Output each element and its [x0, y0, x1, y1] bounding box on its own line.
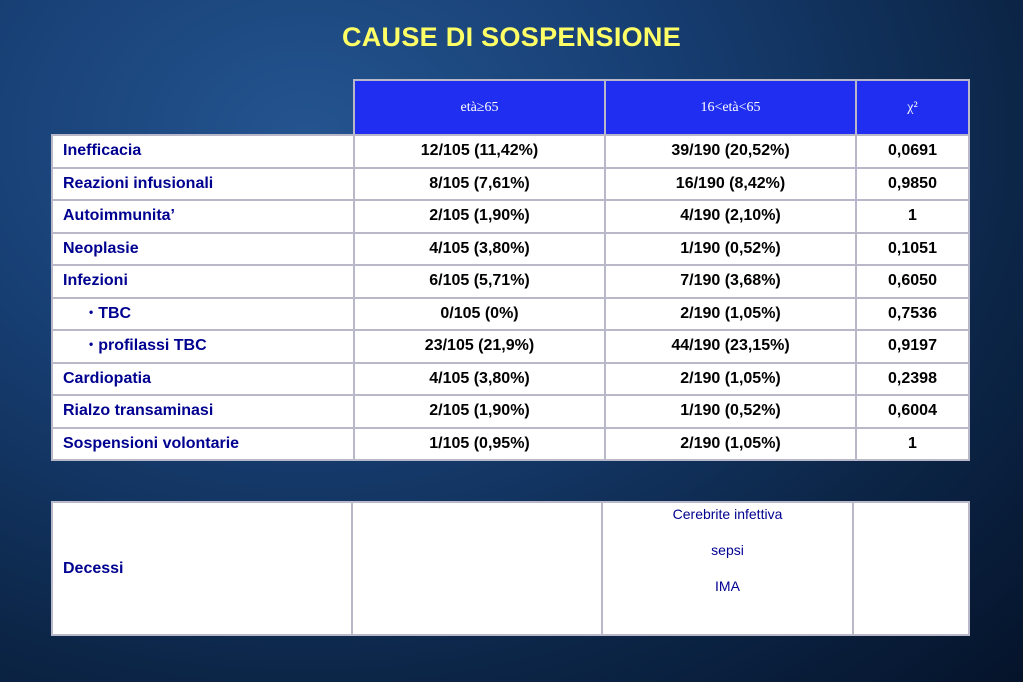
row-label-text: Reazioni infusionali: [63, 174, 214, 192]
row-label-text: Infezioni: [63, 272, 128, 290]
value-age-65-plus: 2/105 (1,90%): [353, 394, 606, 429]
value-age-65-plus: 1/105 (0,95%): [353, 426, 606, 461]
value-chi-square: 0,7536: [855, 296, 970, 331]
bullet-icon: •: [89, 304, 94, 319]
deaths-col-3: [852, 501, 970, 636]
row-label-text: TBC: [98, 304, 132, 322]
bullet-icon: •: [89, 337, 94, 352]
value-age-16-65: 2/190 (1,05%): [604, 426, 857, 461]
value-chi-square: 0,9197: [855, 329, 970, 364]
value-age-65-plus: 23/105 (21,9%): [353, 329, 606, 364]
value-age-16-65: 1/190 (0,52%): [604, 394, 857, 429]
row-label-text: Inefficacia: [63, 142, 142, 160]
row-label-text: Sospensioni volontarie: [63, 434, 240, 452]
value-chi-square: 0,6004: [855, 394, 970, 429]
value-chi-square: 0,6050: [855, 264, 970, 299]
value-age-65-plus: 0/105 (0%): [353, 296, 606, 331]
value-chi-square: 0,9850: [855, 166, 970, 201]
header-age-65-plus: età≥65: [353, 79, 606, 136]
row-label: Neoplasie: [51, 231, 355, 266]
deaths-col-1: [351, 501, 603, 636]
value-age-65-plus: 2/105 (1,90%): [353, 199, 606, 234]
value-age-16-65: 16/190 (8,42%): [604, 166, 857, 201]
value-chi-square: 1: [855, 426, 970, 461]
value-age-16-65: 2/190 (1,05%): [604, 296, 857, 331]
row-label: • TBC: [51, 296, 355, 331]
value-age-16-65: 1/190 (0,52%): [604, 231, 857, 266]
header-chi-square: χ²: [855, 79, 970, 136]
row-label: Infezioni: [51, 264, 355, 299]
table-row: Reazioni infusionali 8/105 (7,61%) 16/190 …: [51, 166, 970, 201]
table-header-row: età≥65 16<età<65 χ²: [52, 79, 970, 136]
row-label: • profilassi TBC: [51, 329, 355, 364]
row-label: Inefficacia: [51, 134, 355, 169]
table-row: Cardiopatia 4/105 (3,80%) 2/190 (1,05%) 0,2…: [51, 361, 970, 396]
table-row: Inefficacia 12/105 (11,42%) 39/190 (20,52%…: [51, 134, 970, 169]
value-age-65-plus: 4/105 (3,80%): [353, 231, 606, 266]
value-chi-square: 0,0691: [855, 134, 970, 169]
row-label-text: Neoplasie: [63, 239, 139, 257]
row-label: Cardiopatia: [51, 361, 355, 396]
table-row: Autoimmunita’ 2/105 (1,90%) 4/190 (2,10%) 1: [51, 199, 970, 234]
table-row: Rialzo transaminasi 2/105 (1,90%) 1/190 (0…: [51, 394, 970, 429]
value-age-16-65: 7/190 (3,68%): [604, 264, 857, 299]
row-label: Autoimmunita’: [51, 199, 355, 234]
value-age-65-plus: 4/105 (3,80%): [353, 361, 606, 396]
death-cause: Cerebrite infettiva: [672, 506, 783, 522]
header-age-16-65: 16<età<65: [604, 79, 857, 136]
value-age-16-65: 4/190 (2,10%): [604, 199, 857, 234]
value-age-65-plus: 8/105 (7,61%): [353, 166, 606, 201]
row-label: Sospensioni volontarie: [51, 426, 355, 461]
value-age-65-plus: 12/105 (11,42%): [353, 134, 606, 169]
table-row: • profilassi TBC 23/105 (21,9%) 44/190 (23,…: [51, 329, 970, 364]
deaths-table: Decessi Cerebrite infettiva sepsi IMA: [51, 501, 970, 636]
table-row: • TBC 0/105 (0%) 2/190 (1,05%) 0,7536: [51, 296, 970, 331]
row-label-text: Autoimmunita’: [63, 207, 175, 225]
row-label-text: Cardiopatia: [63, 369, 152, 387]
row-label-text: profilassi TBC: [98, 337, 207, 355]
header-blank-cell: [52, 80, 355, 136]
death-cause: sepsi: [711, 542, 744, 558]
table-row: Neoplasie 4/105 (3,80%) 1/190 (0,52%) 0,105…: [51, 231, 970, 266]
value-age-16-65: 44/190 (23,15%): [604, 329, 857, 364]
table-row: Infezioni 6/105 (5,71%) 7/190 (3,68%) 0,605…: [51, 264, 970, 299]
value-age-16-65: 2/190 (1,05%): [604, 361, 857, 396]
deaths-label: Decessi: [51, 501, 353, 636]
value-age-65-plus: 6/105 (5,71%): [353, 264, 606, 299]
value-chi-square: 1: [855, 199, 970, 234]
value-chi-square: 0,2398: [855, 361, 970, 396]
table-row: Sospensioni volontarie 1/105 (0,95%) 2/190…: [51, 426, 970, 461]
value-chi-square: 0,1051: [855, 231, 970, 266]
suspension-causes-table: età≥65 16<età<65 χ² Inefficacia 12/105 (1…: [51, 79, 970, 461]
deaths-causes-cell: Cerebrite infettiva sepsi IMA: [601, 501, 854, 636]
row-label-text: Rialzo transaminasi: [63, 402, 214, 420]
row-label: Rialzo transaminasi: [51, 394, 355, 429]
row-label: Reazioni infusionali: [51, 166, 355, 201]
value-age-16-65: 39/190 (20,52%): [604, 134, 857, 169]
slide-title: CAUSE DI SOSPENSIONE: [341, 22, 682, 52]
death-cause: IMA: [715, 578, 740, 594]
deaths-row: Decessi Cerebrite infettiva sepsi IMA: [51, 501, 970, 636]
